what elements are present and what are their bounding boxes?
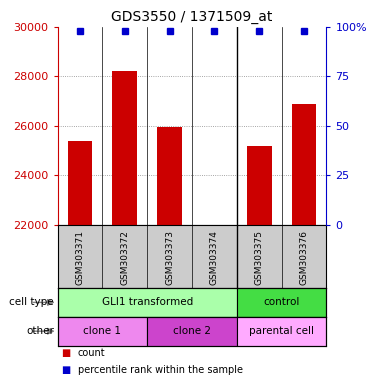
Text: clone 2: clone 2 [173,326,211,336]
Bar [68,141,92,225]
Text: control: control [263,297,300,308]
Text: GSM303374: GSM303374 [210,230,219,285]
Text: GSM303375: GSM303375 [255,230,264,285]
Bar [58,317,147,346]
Bar [157,127,182,225]
Text: GSM303376: GSM303376 [299,230,309,285]
Title: GDS3550 / 1371509_at: GDS3550 / 1371509_at [111,10,273,25]
Bar [147,317,237,346]
Text: clone 1: clone 1 [83,326,121,336]
Text: count: count [78,348,105,358]
Bar [58,288,237,317]
Text: cell type: cell type [9,297,54,308]
Text: GSM303372: GSM303372 [120,230,129,285]
Bar [112,71,137,225]
Bar [237,288,326,317]
Text: ■: ■ [61,348,70,358]
Bar [202,225,227,247]
Bar [247,146,272,225]
Bar [237,317,326,346]
Text: ■: ■ [61,365,70,375]
Bar [292,104,316,225]
Text: parental cell: parental cell [249,326,314,336]
Text: GSM303371: GSM303371 [75,230,85,285]
Text: other: other [26,326,54,336]
Text: GLI1 transformed: GLI1 transformed [102,297,193,308]
Text: percentile rank within the sample: percentile rank within the sample [78,365,243,375]
Text: GSM303373: GSM303373 [165,230,174,285]
